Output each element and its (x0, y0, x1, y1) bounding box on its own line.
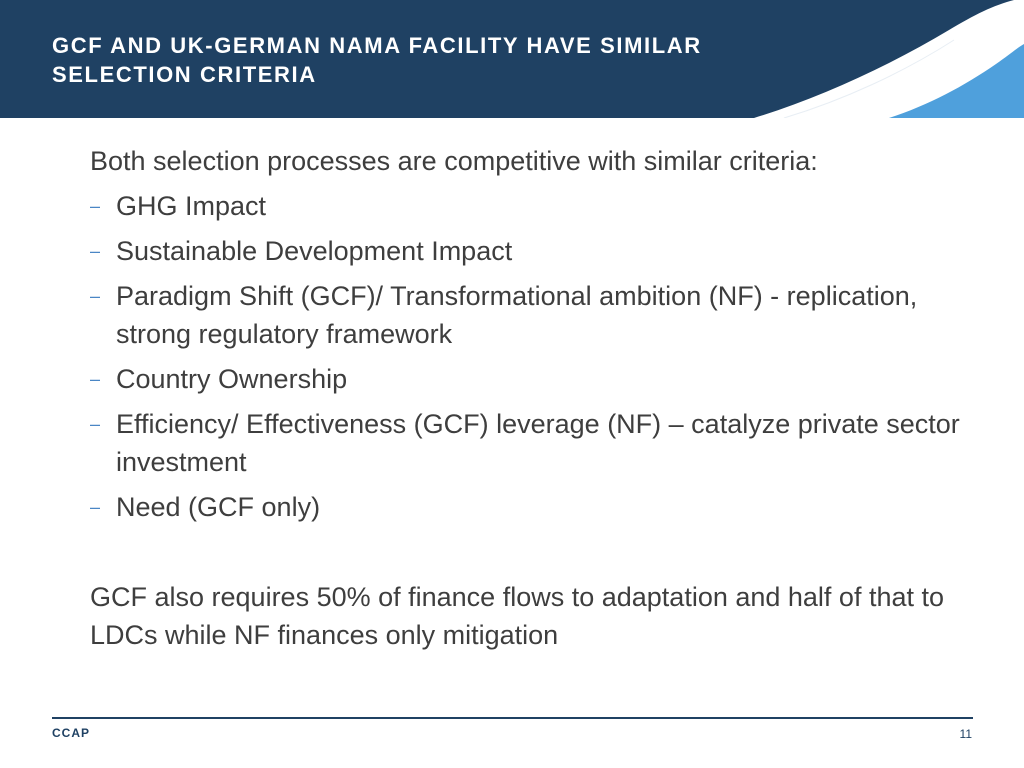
dash-bullet-icon: – (90, 414, 101, 434)
criteria-item: – Need (GCF only) (90, 488, 970, 526)
criteria-item-text: Efficiency/ Effectiveness (GCF) leverage… (116, 409, 960, 477)
dash-bullet-icon: – (90, 497, 101, 517)
dash-bullet-icon: – (90, 241, 101, 261)
dash-bullet-icon: – (90, 286, 101, 306)
criteria-item-text: Sustainable Development Impact (116, 236, 513, 266)
criteria-item-text: Paradigm Shift (GCF)/ Transformational a… (116, 281, 918, 349)
criteria-item: – GHG Impact (90, 187, 970, 225)
footer-org-label: CCAP (52, 726, 91, 740)
criteria-item: – Efficiency/ Effectiveness (GCF) leverag… (90, 405, 970, 481)
slide-title-line-1: GCF AND UK-GERMAN NAMA FACILITY HAVE SIM… (52, 33, 702, 58)
criteria-list: – GHG Impact – Sustainable Development Imp… (90, 187, 970, 526)
slide-body: Both selection processes are competitive… (90, 142, 970, 654)
criteria-item: – Country Ownership (90, 360, 970, 398)
slide-header: GCF AND UK-GERMAN NAMA FACILITY HAVE SIM… (0, 0, 1024, 118)
criteria-item: – Sustainable Development Impact (90, 232, 970, 270)
criteria-item-text: GHG Impact (116, 191, 267, 221)
closing-text: GCF also requires 50% of finance flows t… (90, 582, 945, 650)
header-wave-decoration (754, 0, 1024, 118)
criteria-item-text: Country Ownership (116, 364, 348, 394)
intro-text: Both selection processes are competitive… (90, 146, 818, 176)
dash-bullet-icon: – (90, 369, 101, 389)
slide-title-line-2: SELECTION CRITERIA (52, 62, 317, 87)
page-number: 11 (959, 727, 972, 741)
dash-bullet-icon: – (90, 196, 101, 216)
footer-divider (52, 717, 973, 719)
slide-title: GCF AND UK-GERMAN NAMA FACILITY HAVE SIM… (52, 31, 702, 89)
criteria-item: – Paradigm Shift (GCF)/ Transformational … (90, 277, 970, 353)
criteria-item-text: Need (GCF only) (116, 492, 321, 522)
